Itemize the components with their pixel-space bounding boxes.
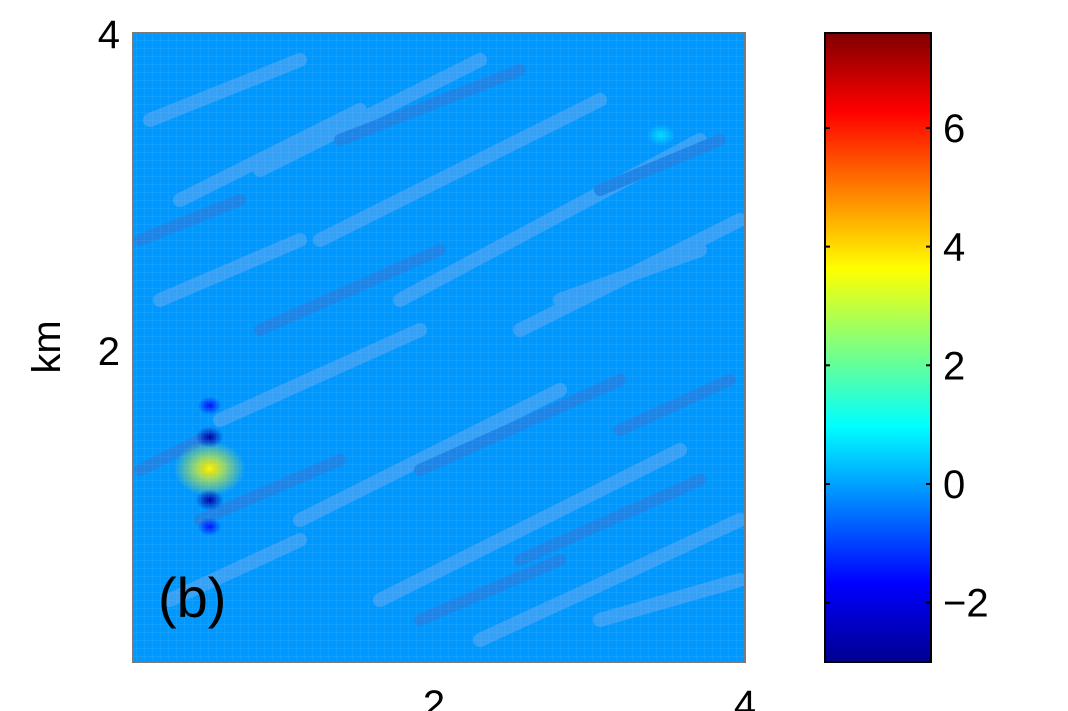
colorbar-ticks: 6 4 2 0 −2 [825,107,989,626]
x-tick-label: 4 [734,683,756,711]
y-tick-label: 4 [98,13,120,57]
colorbar-tick-label: 4 [943,226,965,270]
heatmap-cell-grid [133,33,745,662]
heatmap-plot-area [132,32,746,663]
x-tick-label: 2 [423,683,445,711]
colorbar-tick-label: 0 [943,463,965,507]
colorbar: 6 4 2 0 −2 [824,32,989,663]
panel-label: (b) [158,566,226,629]
plot-frame [132,32,746,663]
colorbar-tick-label: 2 [943,344,965,388]
colorbar-gradient [824,32,932,663]
colorbar-tick-label: −2 [943,582,989,626]
y-axis-label: km [25,320,69,373]
colorbar-tick-label: 6 [943,107,965,151]
y-tick-label: 2 [98,330,120,374]
